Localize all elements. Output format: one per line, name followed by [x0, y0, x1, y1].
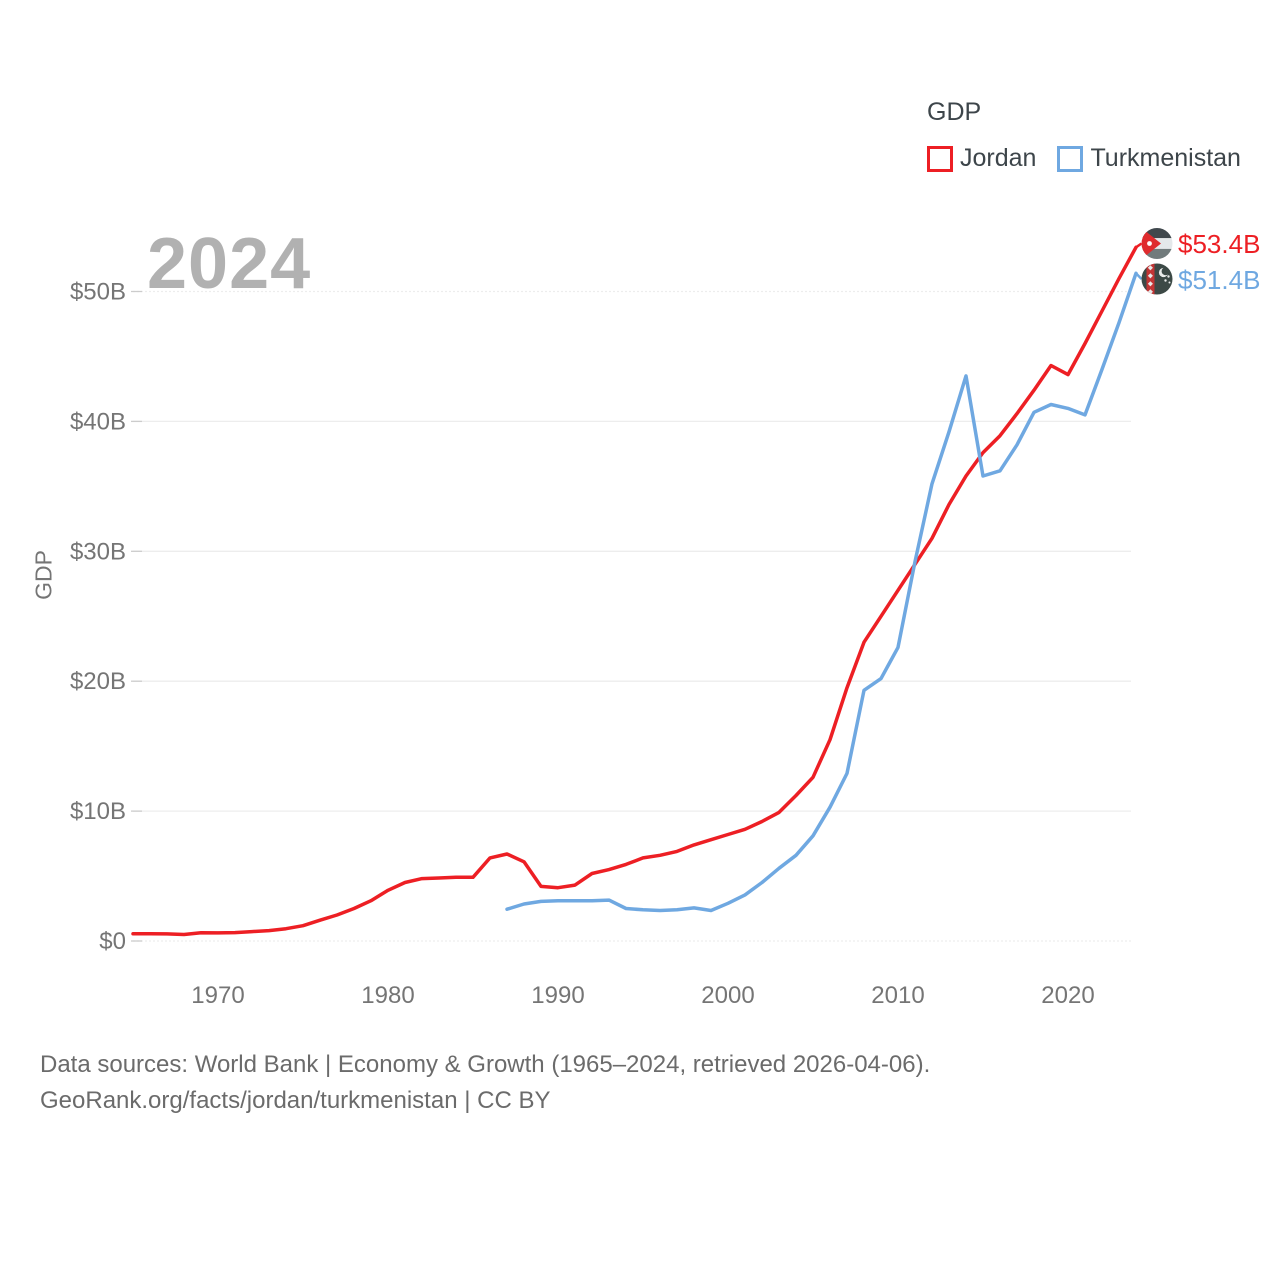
y-tick-label: $0: [99, 928, 126, 955]
turkmenistan-end-value: $51.4B: [1178, 265, 1261, 295]
legend-item-label: Jordan: [960, 144, 1037, 172]
jordan-end-value: $53.4B: [1178, 229, 1261, 259]
legend-title: GDP: [927, 98, 982, 126]
turkmenistan-flag-icon: [1141, 263, 1173, 295]
legend-item-turkmenistan[interactable]: Turkmenistan: [1057, 144, 1241, 173]
footer: Data sources: World Bank | Economy & Gro…: [40, 1047, 930, 1119]
watermark-year: 2024: [147, 224, 312, 304]
x-tick-label: 1980: [361, 982, 414, 1009]
jordan-flag-icon: [1141, 228, 1173, 259]
jordan-line[interactable]: [131, 245, 1138, 937]
x-tick-label: 2010: [871, 982, 924, 1009]
turkmenistan-leader-line: [1135, 272, 1143, 280]
jordan-leader-line: [1135, 242, 1143, 249]
y-tick-label: $10B: [70, 798, 126, 825]
y-tick-label: $20B: [70, 668, 126, 695]
y-tick-label: $50B: [70, 279, 126, 306]
x-tick-label: 2000: [701, 982, 754, 1009]
x-tick-label: 2020: [1041, 982, 1094, 1009]
footer-sources-line: Data sources: World Bank | Economy & Gro…: [40, 1051, 931, 1078]
y-tick-label: $40B: [70, 408, 126, 435]
x-tick-label: 1990: [531, 982, 584, 1009]
x-tick-label: 1970: [191, 982, 244, 1009]
jordan-swatch-icon: [927, 145, 953, 172]
legend-item-label: Turkmenistan: [1090, 144, 1241, 172]
legend-item-jordan[interactable]: Jordan: [927, 144, 1036, 173]
legend-items: Jordan Turkmenistan: [927, 144, 1241, 173]
footer-attribution-line: GeoRank.org/facts/jordan/turkmenistan | …: [40, 1087, 551, 1114]
turkmenistan-swatch-icon: [1057, 145, 1084, 172]
turkmenistan-line[interactable]: [505, 271, 1138, 913]
y-tick-label: $30B: [70, 538, 126, 565]
chart-legend: GDP Jordan Turkmenistan: [927, 98, 1241, 173]
